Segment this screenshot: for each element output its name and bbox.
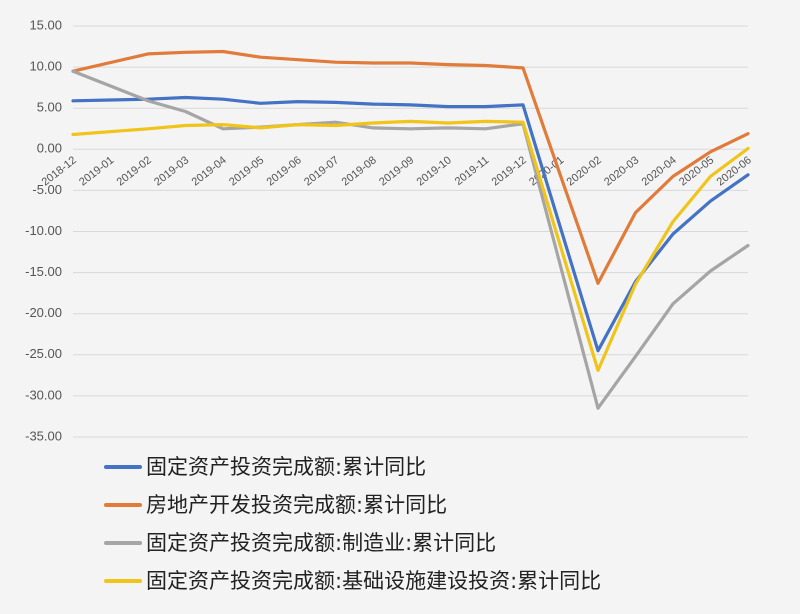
gridlines xyxy=(73,25,748,438)
y-tick-label: -10.00 xyxy=(25,223,62,238)
y-tick-label: -30.00 xyxy=(25,387,62,402)
x-tick-label: 2019-11 xyxy=(453,154,492,188)
y-tick-label: -25.00 xyxy=(25,346,62,361)
series-line xyxy=(71,119,750,372)
y-tick-label: 5.00 xyxy=(37,100,62,115)
series-line xyxy=(71,69,750,410)
legend-label: 固定资产投资完成额:制造业:累计同比 xyxy=(146,531,496,555)
x-tick-label: 2019-02 xyxy=(115,154,154,188)
y-tick-label: -5.00 xyxy=(32,182,62,197)
y-tick-label: 10.00 xyxy=(29,59,62,74)
series-line xyxy=(71,95,750,353)
y-tick-label: 0.00 xyxy=(37,141,62,156)
x-tick-label: 2019-06 xyxy=(265,154,304,188)
x-tick-label: 2020-02 xyxy=(565,154,604,188)
x-tick-label: 2019-09 xyxy=(377,154,416,188)
y-tick-label: -35.00 xyxy=(25,428,62,443)
x-axis-ticks: 2018-122019-012019-022019-032019-042019-… xyxy=(40,154,754,188)
x-tick-label: 2020-03 xyxy=(602,154,641,188)
x-tick-label: 2019-07 xyxy=(302,154,341,188)
y-axis-ticks: 15.00 10.00 5.00 0.00 -5.00 -10.00 -15.00 -20.0… xyxy=(25,17,62,443)
x-tick-label: 2019-04 xyxy=(190,154,229,188)
y-tick-label: 15.00 xyxy=(29,17,62,32)
legend-label: 固定资产投资完成额:基础设施建设投资:累计同比 xyxy=(146,569,601,593)
legend-label: 固定资产投资完成额:累计同比 xyxy=(146,455,426,479)
series-line xyxy=(71,49,750,285)
legend: 固定资产投资完成额:累计同比房地产开发投资完成额:累计同比固定资产投资完成额:制… xyxy=(104,455,601,593)
x-tick-label: 2019-08 xyxy=(340,154,379,188)
x-tick-label: 2020-04 xyxy=(640,154,679,188)
x-tick-label: 2019-03 xyxy=(152,154,191,188)
x-tick-label: 2019-05 xyxy=(227,154,266,188)
y-tick-label: -15.00 xyxy=(25,264,62,279)
x-tick-label: 2019-12 xyxy=(490,154,529,188)
y-tick-label: -20.00 xyxy=(25,305,62,320)
x-tick-label: 2019-01 xyxy=(77,154,116,188)
series-lines xyxy=(71,49,750,410)
x-tick-label: 2019-10 xyxy=(415,154,454,188)
legend-label: 房地产开发投资完成额:累计同比 xyxy=(146,493,447,517)
